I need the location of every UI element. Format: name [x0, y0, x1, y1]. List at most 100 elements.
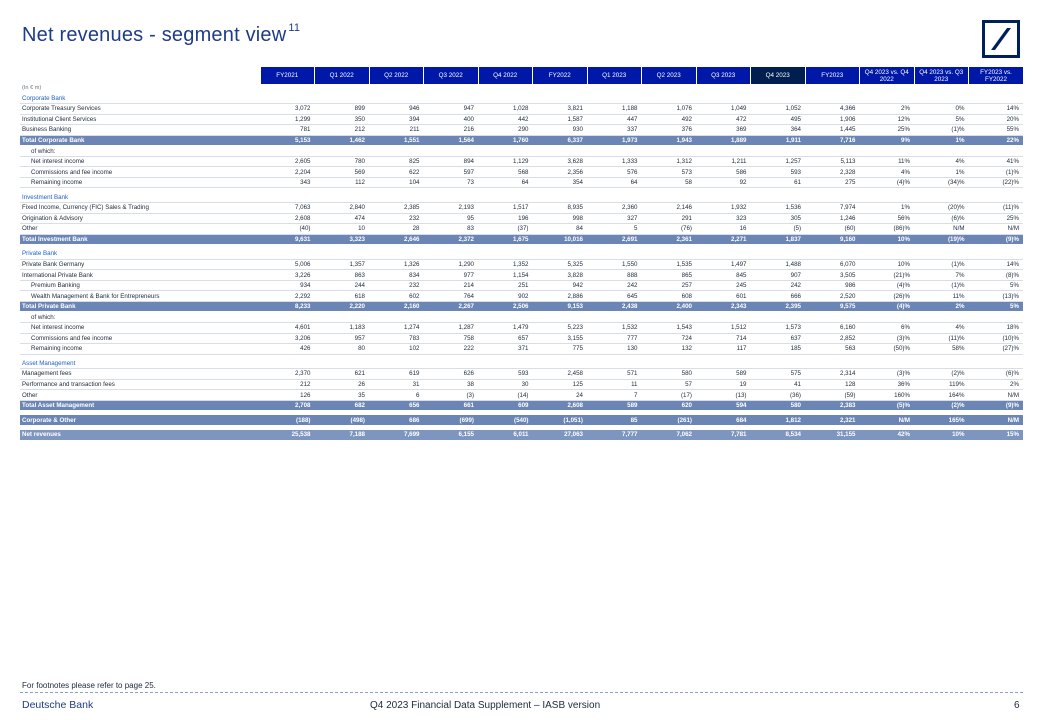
value-cell: (26)% [859, 290, 914, 302]
value-cell: 942 [532, 280, 587, 292]
value-cell: 472 [696, 114, 751, 126]
value-cell: 7 [587, 389, 642, 401]
table-row: of which: [20, 145, 1023, 157]
value-cell: 232 [369, 280, 424, 292]
value-cell: 777 [587, 333, 642, 345]
value-cell [532, 192, 587, 204]
value-cell: 1,257 [750, 156, 805, 168]
value-cell: 1,028 [478, 103, 533, 115]
value-cell: 251 [478, 280, 533, 292]
value-cell [478, 93, 533, 105]
value-cell: 1,889 [696, 135, 751, 147]
value-cell: 10,016 [532, 234, 587, 246]
value-cell: (11)% [914, 333, 969, 345]
value-cell: 580 [750, 400, 805, 412]
value-cell: 132 [641, 343, 696, 355]
value-cell: 571 [587, 368, 642, 380]
value-cell: (36) [750, 389, 805, 401]
row-label: Remaining income [20, 343, 260, 355]
value-cell: 64 [478, 177, 533, 189]
value-cell: N/M [859, 415, 914, 426]
value-cell: (76) [641, 223, 696, 235]
section-header-row: Corporate Bank [20, 93, 1023, 105]
value-cell: 7,699 [369, 429, 424, 441]
value-cell: 568 [478, 166, 533, 178]
value-cell: 376 [641, 124, 696, 136]
value-cell [750, 93, 805, 105]
value-cell: 865 [641, 269, 696, 281]
value-cell [696, 249, 751, 260]
total-row: Total Corporate Bank 5,153 1,462 1,551 1,564… [20, 135, 1023, 147]
value-cell: 1,290 [423, 259, 478, 271]
value-cell: 934 [260, 280, 315, 292]
value-cell: 1,246 [805, 213, 860, 225]
value-cell: 1,512 [696, 322, 751, 334]
value-cell [859, 93, 914, 105]
value-cell [478, 311, 533, 324]
value-cell: 7,777 [587, 429, 642, 441]
value-cell: 7,716 [805, 135, 860, 147]
value-cell: 8,935 [532, 202, 587, 214]
value-cell: 117 [696, 343, 751, 355]
value-cell: 1,532 [587, 322, 642, 334]
value-cell: 5% [968, 280, 1023, 292]
value-cell: 447 [587, 114, 642, 126]
column-header: Q2 2023 [641, 67, 696, 84]
value-cell [369, 145, 424, 157]
value-cell: 1,479 [478, 322, 533, 334]
row-label: Origination & Advisory [20, 213, 260, 225]
value-cell: 2,840 [314, 202, 369, 214]
value-cell: (40) [260, 223, 315, 235]
value-cell: 26 [314, 379, 369, 391]
value-cell: 5,325 [532, 259, 587, 271]
value-cell: 2,385 [369, 202, 424, 214]
section-header-row: Asset Management [20, 358, 1023, 370]
value-cell: 1,299 [260, 114, 315, 126]
value-cell: 1% [914, 135, 969, 147]
value-cell: 1,312 [641, 156, 696, 168]
value-cell: (498) [314, 415, 369, 426]
value-cell: 31,155 [805, 429, 860, 441]
column-header: Q3 2022 [423, 67, 478, 84]
header-blank-cell [20, 67, 260, 84]
value-cell: 1,352 [478, 259, 533, 271]
value-cell: 618 [314, 290, 369, 302]
value-cell: 327 [587, 213, 642, 225]
table-row: Business Banking 781 212 211 216 290 930 337 376… [20, 124, 1023, 136]
value-cell: 645 [587, 290, 642, 302]
value-cell: (37) [478, 223, 533, 235]
value-cell: 11 [587, 379, 642, 391]
value-cell: 492 [641, 114, 696, 126]
value-cell: 6,070 [805, 259, 860, 271]
value-cell: (699) [423, 415, 478, 426]
value-cell: 3,206 [260, 333, 315, 345]
value-cell [478, 192, 533, 204]
value-cell: 24 [532, 389, 587, 401]
value-cell: 112 [314, 177, 369, 189]
value-cell [859, 145, 914, 157]
table-row: Wealth Management & Bank for Entrepreneu… [20, 290, 1023, 302]
value-cell: 6% [859, 322, 914, 334]
value-cell: 323 [696, 213, 751, 225]
value-cell: 3,155 [532, 333, 587, 345]
table-body: (In € m) Corporate Bank Corporate Treasur… [20, 84, 1023, 441]
value-cell: 10% [914, 429, 969, 441]
table-row: International Private Bank 3,226 863 834 977… [20, 269, 1023, 281]
value-cell: 0% [914, 103, 969, 115]
value-cell: 126 [260, 389, 315, 401]
value-cell: 245 [696, 280, 751, 292]
footer-divider [20, 692, 1023, 693]
value-cell: 1,812 [750, 415, 805, 426]
value-cell: (1)% [914, 124, 969, 136]
value-cell: 834 [369, 269, 424, 281]
value-cell: 160% [859, 389, 914, 401]
value-cell: 14% [968, 103, 1023, 115]
value-cell: 2,691 [587, 234, 642, 246]
value-cell: (2)% [914, 368, 969, 380]
value-cell: 369 [696, 124, 751, 136]
value-cell: 9,575 [805, 301, 860, 313]
value-cell: 1,573 [750, 322, 805, 334]
value-cell: 783 [369, 333, 424, 345]
row-label: Private Bank [20, 249, 260, 260]
table-row: Remaining income 426 80 102 222 371 775 130 132 1… [20, 343, 1023, 355]
